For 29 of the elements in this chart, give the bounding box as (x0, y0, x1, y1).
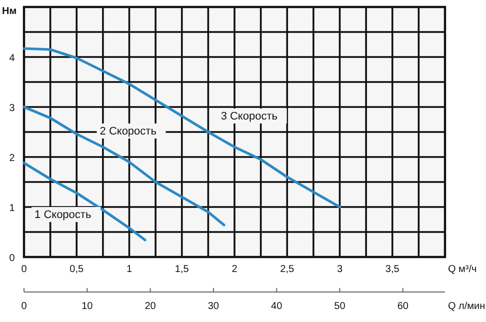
line-series (22, 106, 226, 226)
y-tick-label: 1 (9, 203, 16, 214)
x-tick-label: 0,5 (70, 264, 84, 275)
x2-tick-label: 20 (144, 301, 156, 312)
y-tick-label: 2 (9, 153, 16, 164)
x2-tick-label: 0 (21, 301, 28, 312)
x-tick-label: 2,5 (280, 264, 295, 275)
x-tick-label: 1 (126, 264, 132, 275)
x-tick-label: 3,5 (385, 264, 400, 275)
series-label: 2 Скорость (100, 126, 157, 138)
x2-tick-label: 40 (271, 301, 283, 312)
x2-tick-label: 30 (208, 301, 220, 312)
x-tick-label: 3 (336, 264, 343, 275)
x2-axis-title: Q л/мин (448, 301, 486, 312)
x2-tick-label: 60 (397, 301, 409, 312)
x2-tick-label: 50 (334, 301, 346, 312)
x-axis-title: Q м³/ч (448, 264, 477, 275)
x2-tick-label: 10 (82, 301, 94, 312)
x-tick-label: 0 (21, 264, 28, 275)
series-label: 1 Скорость (34, 209, 92, 221)
line-series (22, 47, 342, 208)
y-tick-label: 4 (9, 53, 16, 64)
x-tick-label: 1,5 (174, 264, 190, 275)
y-tick-label: 0 (9, 253, 16, 264)
series-label: 3 Скорость (220, 110, 278, 122)
y-axis-title: Нм (2, 6, 17, 17)
y-tick-label: 3 (9, 103, 16, 114)
line-series (22, 162, 146, 242)
x-tick-label: 2 (232, 264, 238, 275)
